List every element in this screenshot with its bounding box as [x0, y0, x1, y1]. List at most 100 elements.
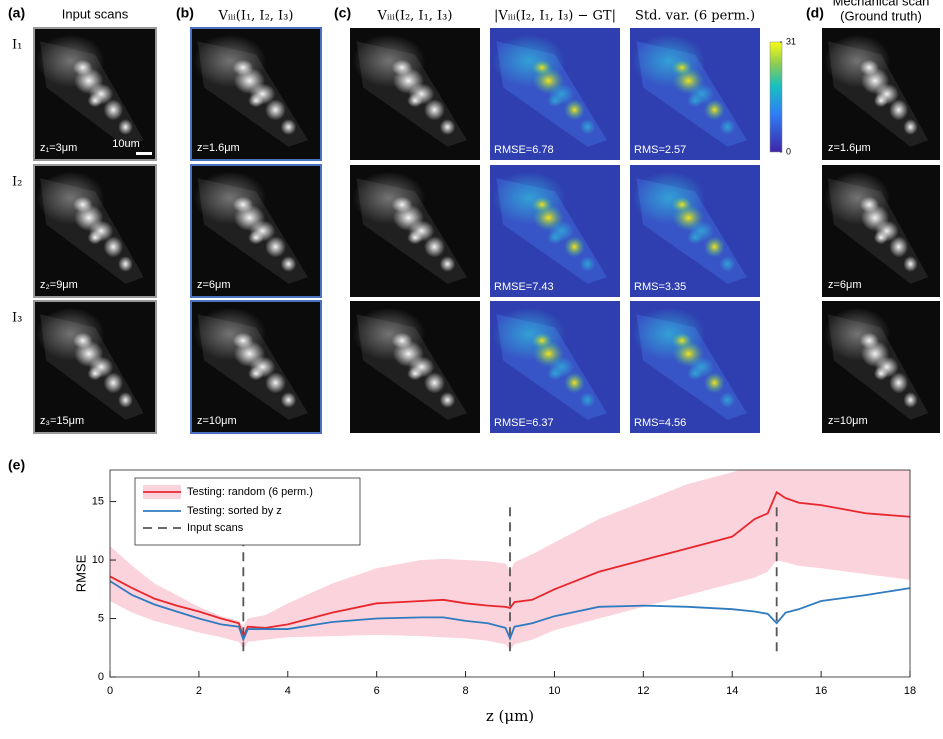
image [490, 301, 620, 433]
image [822, 28, 940, 160]
colorbar [769, 41, 783, 153]
y-tick-label: 5 [98, 612, 104, 624]
image-border [190, 27, 322, 161]
cell-blob [280, 392, 297, 408]
cell-blob [103, 372, 124, 394]
cell-blob [687, 94, 703, 108]
cell-blob [232, 196, 254, 213]
cell-blob [859, 196, 879, 213]
image [822, 165, 940, 297]
cell-blob [73, 332, 93, 349]
cell-blob [859, 332, 879, 349]
cell-blob [531, 332, 553, 349]
cell-blob [903, 392, 918, 408]
cell-blob [424, 236, 445, 258]
panel-title: Vᵢᵢᵢ(I₁, I₂, I₃) [218, 9, 294, 24]
x-tick-label: 14 [726, 685, 738, 697]
panel-label: (d) [806, 5, 824, 21]
colorbar-tick-label: 31 [786, 36, 796, 46]
cell-blob [103, 236, 124, 258]
image [630, 301, 760, 433]
cell-blob [903, 119, 918, 135]
cell-blob [280, 256, 297, 272]
cell-blob [687, 231, 703, 245]
error-band [110, 470, 910, 651]
x-tick-label: 10 [548, 685, 560, 697]
cell-blob [248, 367, 264, 381]
image [822, 301, 940, 433]
x-tick-label: 8 [462, 685, 468, 697]
image-label: z=6μm [197, 279, 231, 291]
image-border [190, 164, 322, 298]
image-border [33, 300, 157, 434]
legend-label: Input scans [187, 522, 244, 534]
cell-blob [73, 59, 93, 76]
colorbar-tick-label: 0 [786, 146, 791, 156]
cell-blob [564, 99, 585, 121]
cell-blob [547, 231, 563, 245]
cell-blob [248, 94, 264, 108]
row-label: I₁ [12, 38, 22, 53]
x-axis-label: z (μm) [486, 707, 534, 725]
image-label: RMS=2.57 [634, 144, 686, 156]
cell-blob [671, 196, 693, 213]
cell-blob [87, 367, 103, 381]
x-tick-label: 12 [637, 685, 649, 697]
y-tick-label: 0 [98, 671, 104, 683]
x-tick-label: 18 [904, 685, 916, 697]
panel-title: Input scans [62, 6, 129, 21]
cell-blob [391, 196, 413, 213]
cell-blob [87, 94, 103, 108]
image [350, 28, 480, 160]
cell-blob [547, 367, 563, 381]
cell-blob [889, 236, 909, 258]
cell-blob [391, 59, 413, 76]
cell-blob [719, 392, 736, 408]
cell-blob [903, 256, 918, 272]
image-label: RMSE=6.37 [494, 417, 554, 429]
x-tick-label: 2 [196, 685, 202, 697]
image [490, 28, 620, 160]
panel-label: (c) [334, 5, 351, 21]
panel-title: Std. var. (6 perm.) [635, 9, 755, 24]
cell-blob [873, 94, 889, 108]
cell-blob [564, 372, 585, 394]
panel-title: Vᵢᵢᵢ(I₂, I₁, I₃) [377, 9, 453, 24]
y-tick-label: 10 [92, 554, 104, 566]
row-label: I₂ [12, 175, 22, 190]
cell-blob [424, 372, 445, 394]
cell-blob [889, 372, 909, 394]
cell-blob [671, 59, 693, 76]
cell-blob [531, 59, 553, 76]
cell-blob [407, 94, 423, 108]
cell-blob [265, 236, 286, 258]
image [190, 27, 322, 161]
panel-label: (b) [176, 5, 194, 21]
cell-blob [232, 332, 254, 349]
cell-blob [407, 231, 423, 245]
image-panels [33, 27, 940, 434]
cell-blob [531, 196, 553, 213]
cell-blob [407, 367, 423, 381]
cell-blob [719, 119, 736, 135]
cell-blob [118, 392, 133, 408]
cell-blob [265, 99, 286, 121]
cell-blob [873, 367, 889, 381]
image-label: z₃=15μm [40, 415, 84, 427]
image-label: z₂=9μm [40, 279, 78, 291]
image [190, 164, 322, 298]
cell-blob [579, 256, 596, 272]
image [33, 164, 157, 298]
x-tick-label: 16 [815, 685, 827, 697]
plot-border [109, 469, 911, 678]
legend-label: Testing: sorted by z [187, 505, 282, 517]
legend-label: Testing: random (6 perm.) [187, 486, 313, 498]
cell-blob [687, 367, 703, 381]
image-border [33, 164, 157, 298]
image-label: RMS=3.35 [634, 281, 686, 293]
panel-title: Mechanical scan [833, 0, 930, 8]
cell-blob [73, 196, 93, 213]
x-tick-label: 6 [374, 685, 380, 697]
